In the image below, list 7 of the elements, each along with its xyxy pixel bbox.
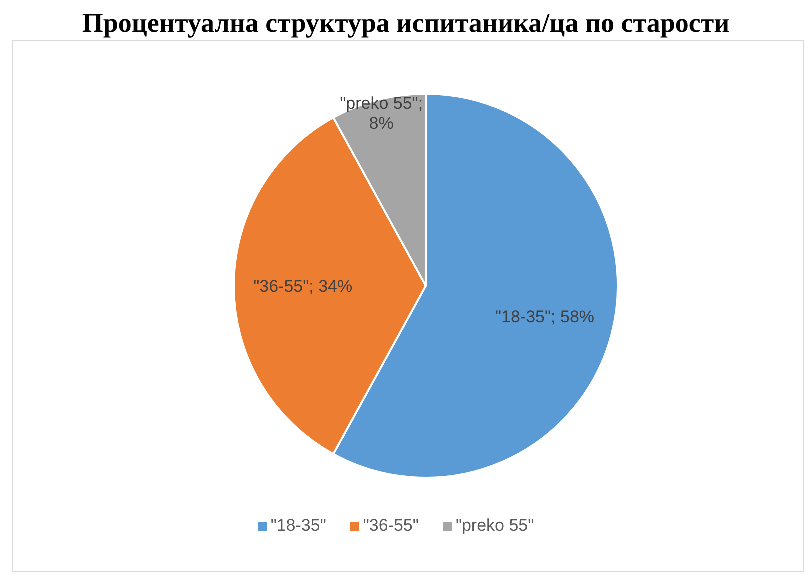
legend-label: "18-35" (270, 516, 326, 535)
data-label: "preko 55"; 8% (340, 94, 424, 133)
legend-label: "36-55" (363, 516, 419, 535)
data-label: "36-55"; 34% (254, 276, 353, 296)
legend-label: "preko 55" (456, 516, 534, 535)
chart-title: Процентуална структура испитаника/ца по старости (81, 8, 731, 38)
data-label: "18-35"; 58% (496, 307, 595, 326)
